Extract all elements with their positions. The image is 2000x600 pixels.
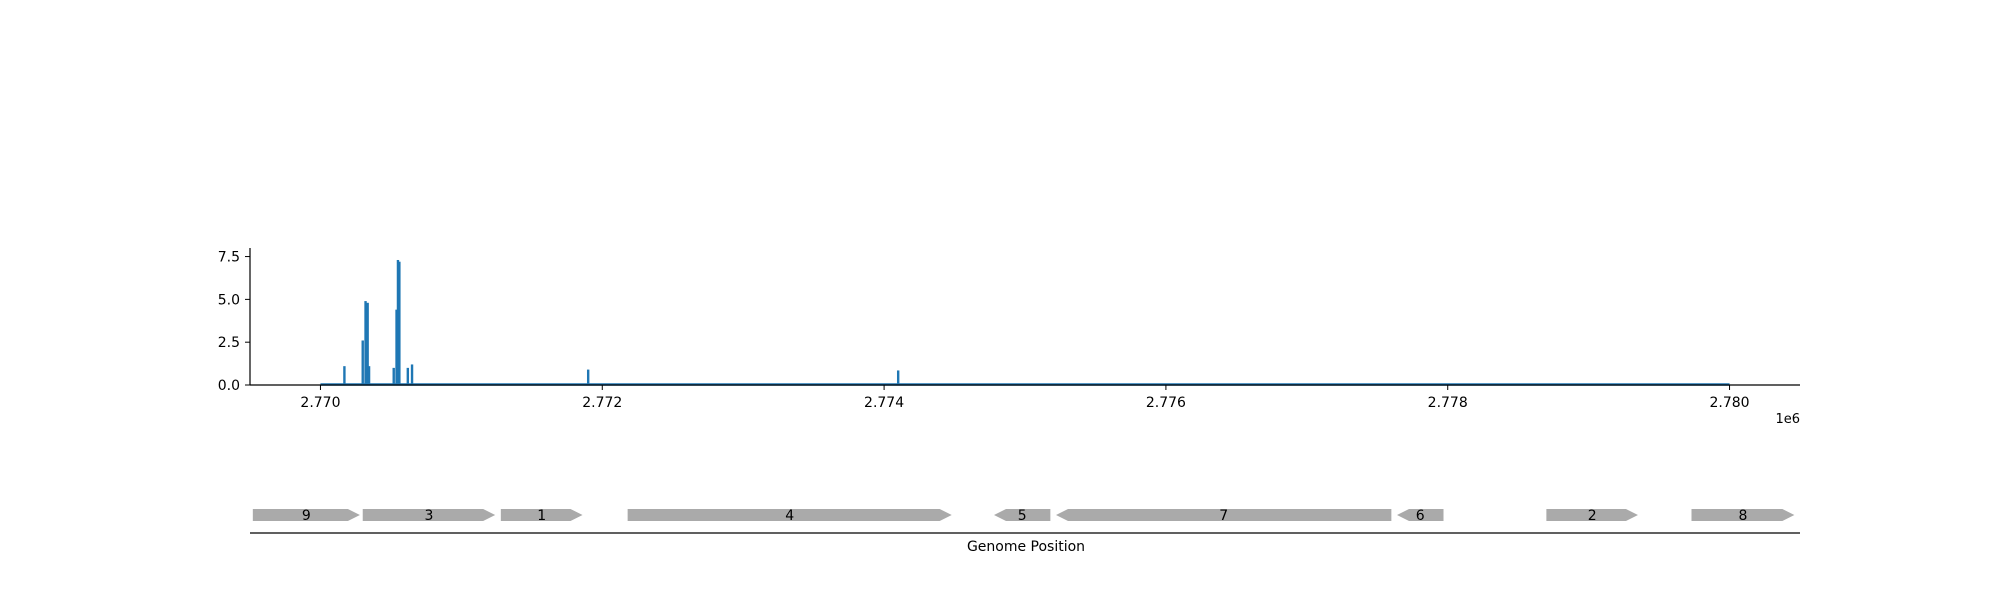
x-tick-label: 2.770 bbox=[300, 395, 340, 411]
x-axis-offset-label: 1e6 bbox=[1775, 412, 1800, 427]
gene-track-x-axis-label: Genome Position bbox=[967, 539, 1085, 555]
x-tick-label: 2.774 bbox=[864, 395, 904, 411]
gene-label: 2 bbox=[1588, 508, 1597, 524]
x-tick-label: 2.780 bbox=[1709, 395, 1749, 411]
coverage-bar bbox=[410, 364, 414, 385]
coverage-plot: 0.02.55.07.5 2.770 2.772 2.774 2.776 2.778 2.… bbox=[218, 248, 1800, 427]
coverage-bar bbox=[367, 366, 371, 385]
coverage-bar bbox=[366, 302, 369, 385]
coverage-bar bbox=[364, 301, 367, 385]
coverage-bar bbox=[398, 261, 401, 385]
gene-arrow bbox=[1691, 509, 1795, 521]
coverage-bar bbox=[361, 340, 364, 385]
coverage-bar bbox=[896, 370, 900, 385]
gene-arrow bbox=[1397, 509, 1444, 521]
gene-label: 4 bbox=[785, 508, 794, 524]
coverage-bar bbox=[392, 367, 395, 385]
y-tick-label: 5.0 bbox=[218, 292, 240, 308]
gene-arrow bbox=[1056, 509, 1392, 521]
gene-arrows: 9 3 1 4 5 7 6 2 8 bbox=[252, 508, 1795, 524]
coverage-bar bbox=[406, 367, 410, 385]
gene-label: 9 bbox=[302, 508, 311, 524]
gene-label: 5 bbox=[1018, 508, 1027, 524]
x-tick-label: 2.772 bbox=[582, 395, 622, 411]
x-axis-ticks: 2.770 2.772 2.774 2.776 2.778 2.780 bbox=[300, 385, 1750, 411]
x-tick-label: 2.776 bbox=[1146, 395, 1186, 411]
gene-arrow bbox=[994, 509, 1051, 521]
gene-label: 8 bbox=[1738, 508, 1747, 524]
coverage-bars bbox=[343, 259, 900, 385]
gene-label: 7 bbox=[1219, 508, 1228, 524]
y-tick-label: 7.5 bbox=[218, 250, 240, 266]
gene-arrow bbox=[500, 509, 583, 521]
coverage-bar bbox=[343, 366, 346, 385]
y-tick-label: 0.0 bbox=[218, 378, 240, 394]
gene-arrow bbox=[1546, 509, 1638, 521]
gene-arrow bbox=[252, 509, 360, 521]
coverage-bar bbox=[395, 309, 398, 385]
coverage-bar bbox=[586, 369, 590, 385]
gene-track: 9 3 1 4 5 7 6 2 8 Genome Position bbox=[250, 508, 1800, 555]
gene-arrow bbox=[362, 509, 496, 521]
coverage-bar bbox=[396, 259, 400, 385]
y-axis-ticks: 0.0 2.5 5.0 7.5 bbox=[218, 250, 250, 394]
gene-label: 1 bbox=[537, 508, 546, 524]
x-tick-label: 2.778 bbox=[1428, 395, 1468, 411]
gene-label: 6 bbox=[1416, 508, 1425, 524]
gene-label: 3 bbox=[424, 508, 433, 524]
gene-arrow bbox=[627, 509, 952, 521]
y-tick-label: 2.5 bbox=[218, 335, 240, 351]
